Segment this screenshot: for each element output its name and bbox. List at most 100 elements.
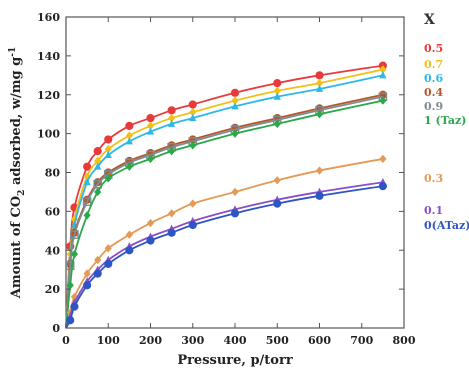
x-tick-label: 400 bbox=[224, 334, 247, 347]
data-point bbox=[146, 154, 155, 164]
legend-entry: 0.6 bbox=[424, 72, 443, 85]
series-0-6 bbox=[65, 71, 387, 329]
legend-entry: 0(ATaz) bbox=[424, 219, 469, 232]
data-point bbox=[167, 106, 176, 115]
data-point bbox=[231, 129, 239, 138]
y-axis-title-superscript: -1 bbox=[8, 47, 18, 57]
data-point bbox=[146, 236, 155, 245]
x-tick-label: 100 bbox=[97, 334, 120, 347]
data-point bbox=[379, 71, 387, 79]
data-point bbox=[104, 144, 112, 154]
data-point bbox=[230, 209, 240, 218]
data-point bbox=[168, 209, 176, 218]
y-tick-label: 120 bbox=[37, 89, 60, 102]
data-point bbox=[230, 88, 240, 97]
data-point bbox=[315, 71, 324, 80]
y-axis-title-subscript: 2 bbox=[17, 190, 27, 196]
data-point bbox=[231, 96, 239, 105]
data-point bbox=[189, 199, 197, 208]
data-point bbox=[379, 154, 387, 164]
data-point bbox=[273, 92, 281, 100]
data-point bbox=[125, 162, 133, 171]
data-point bbox=[189, 141, 197, 150]
data-point bbox=[168, 146, 176, 156]
legend-title: X bbox=[424, 12, 435, 28]
data-point bbox=[273, 86, 281, 96]
y-axis-title: Amount of CO2 adsorbed, w/mg g-1 bbox=[8, 47, 27, 299]
data-point bbox=[125, 121, 134, 130]
x-tick-label: 600 bbox=[308, 334, 331, 347]
data-point bbox=[82, 197, 92, 206]
data-point bbox=[125, 230, 133, 239]
data-point bbox=[70, 230, 79, 240]
data-point bbox=[273, 176, 281, 185]
y-axis-title-part: Amount of CO bbox=[9, 196, 24, 299]
data-point bbox=[104, 259, 113, 268]
y-tick-label: 160 bbox=[37, 11, 60, 24]
data-point bbox=[66, 316, 75, 325]
x-tick-label: 800 bbox=[393, 334, 416, 347]
legend-entry: 0.3 bbox=[424, 172, 443, 185]
x-axis-title: Pressure, p/torr bbox=[177, 353, 293, 368]
data-point bbox=[167, 228, 176, 237]
data-point bbox=[146, 121, 155, 131]
series-line bbox=[65, 158, 384, 329]
series-line bbox=[65, 74, 384, 329]
data-point bbox=[94, 156, 102, 166]
data-point bbox=[231, 187, 239, 197]
y-tick-label: 60 bbox=[45, 205, 61, 218]
series-0-1 bbox=[65, 178, 387, 329]
data-point bbox=[104, 150, 112, 159]
series-0-3 bbox=[65, 154, 387, 329]
data-point bbox=[104, 244, 112, 253]
legend-entry: 0.5 bbox=[424, 42, 443, 55]
data-point bbox=[146, 113, 155, 123]
data-point bbox=[189, 113, 197, 122]
data-point bbox=[94, 255, 102, 265]
series-0-4 bbox=[65, 90, 387, 329]
data-point bbox=[70, 302, 79, 311]
data-point bbox=[65, 261, 75, 271]
data-point bbox=[83, 269, 91, 278]
data-point bbox=[93, 147, 102, 156]
x-tick-label: 200 bbox=[139, 334, 162, 347]
legend-entry: 0.9 bbox=[424, 100, 443, 113]
data-point bbox=[273, 199, 282, 208]
series-0-9 bbox=[65, 92, 388, 329]
axes-layer: 0 100 200 300 400 500 600 700 800 0 20 40 60 80 100 120… bbox=[37, 11, 416, 347]
data-point bbox=[83, 178, 91, 186]
y-tick-label: 40 bbox=[45, 244, 61, 257]
data-point bbox=[188, 220, 197, 230]
data-point bbox=[273, 78, 282, 88]
series-layer bbox=[65, 61, 388, 329]
y-tick-label: 80 bbox=[45, 167, 61, 180]
legend-entry: 0.7 bbox=[424, 58, 443, 71]
data-point bbox=[315, 191, 324, 200]
data-point bbox=[70, 249, 79, 259]
data-point bbox=[125, 246, 134, 255]
data-point bbox=[168, 113, 176, 123]
data-point bbox=[379, 96, 387, 105]
series-line bbox=[65, 181, 384, 329]
data-point bbox=[93, 269, 102, 278]
series-line bbox=[65, 68, 384, 329]
data-point bbox=[315, 109, 324, 119]
y-tick-label: 0 bbox=[52, 322, 60, 335]
legend-entry: 0.1 bbox=[424, 204, 443, 217]
data-point bbox=[83, 281, 92, 290]
data-point bbox=[315, 78, 324, 88]
data-point bbox=[168, 119, 176, 127]
data-point bbox=[66, 281, 74, 290]
data-point bbox=[315, 166, 324, 175]
data-point bbox=[188, 100, 197, 109]
series-0-ATaz- bbox=[65, 182, 387, 329]
data-point bbox=[94, 187, 102, 197]
data-point bbox=[104, 174, 112, 183]
data-point bbox=[83, 211, 91, 220]
data-point bbox=[146, 218, 155, 228]
data-point bbox=[104, 135, 113, 144]
data-point bbox=[125, 131, 133, 140]
data-point bbox=[83, 162, 92, 171]
legend-entry: 0.4 bbox=[424, 86, 443, 99]
